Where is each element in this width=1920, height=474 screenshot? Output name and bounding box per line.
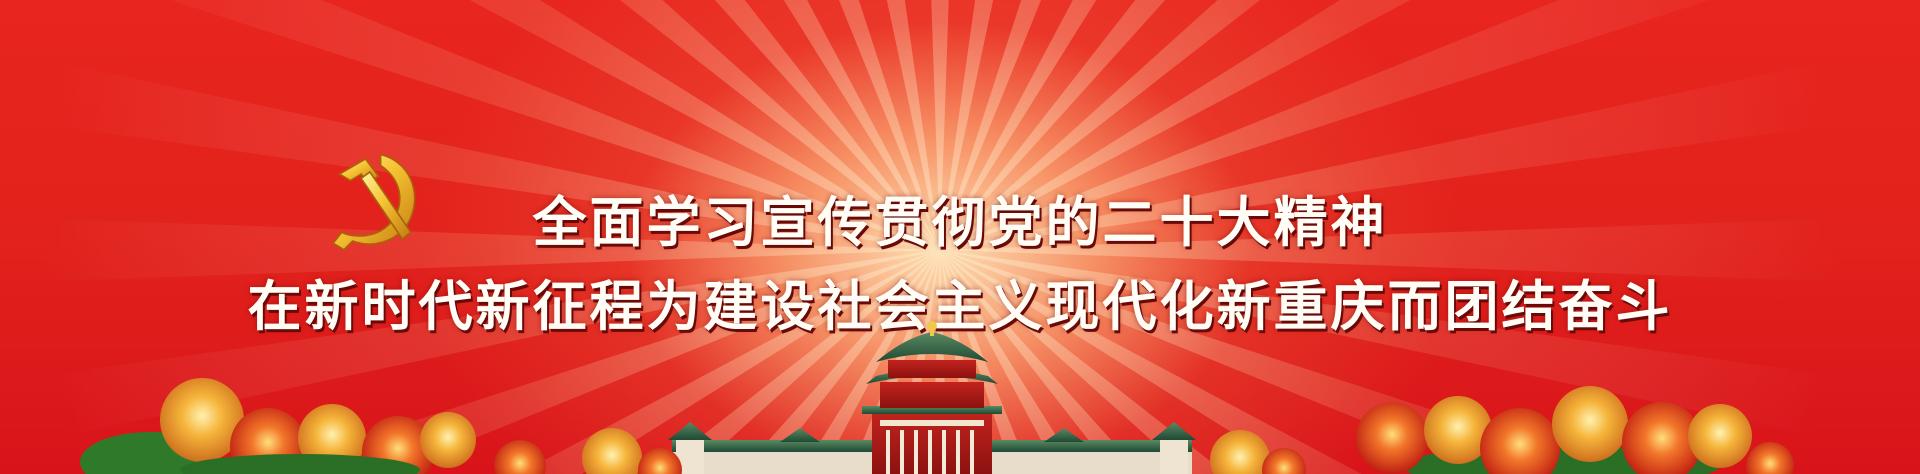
light-ray — [738, 250, 940, 474]
light-ray — [940, 250, 1080, 474]
light-ray — [940, 0, 1710, 250]
light-ray — [940, 0, 1261, 250]
peony-flowers — [80, 378, 1794, 474]
light-ray — [940, 250, 1031, 474]
banner-title-line2: 在新时代新征程为建设社会主义现代化新重庆而团结奋斗 — [247, 274, 1673, 338]
light-ray — [940, 215, 1920, 285]
light-ray — [800, 250, 940, 474]
light-ray — [940, 0, 1097, 250]
light-ray — [838, 0, 940, 250]
great-hall-building — [668, 321, 1196, 474]
light-ray — [619, 0, 940, 250]
party-emblem-icon — [331, 153, 416, 251]
light-ray — [653, 250, 940, 474]
light-ray — [170, 0, 940, 250]
light-ray — [250, 250, 940, 474]
light-ray — [940, 250, 1142, 474]
light-ray — [940, 41, 1920, 250]
light-ray — [940, 0, 1166, 250]
banner-title-line1: 全面学习宣传贯彻党的二十大精神 — [532, 190, 1388, 254]
light-ray — [940, 250, 988, 474]
light-ray — [469, 0, 940, 250]
light-ray — [940, 0, 1411, 250]
light-ray — [940, 0, 994, 250]
light-ray — [714, 0, 940, 250]
light-ray — [518, 250, 940, 474]
light-ray — [783, 0, 940, 250]
light-ray — [931, 0, 949, 250]
light-ray — [940, 250, 1362, 474]
light-ray — [940, 0, 1042, 250]
light-ray — [886, 0, 940, 250]
bottom-scene — [80, 321, 1794, 474]
light-ray — [0, 217, 940, 283]
